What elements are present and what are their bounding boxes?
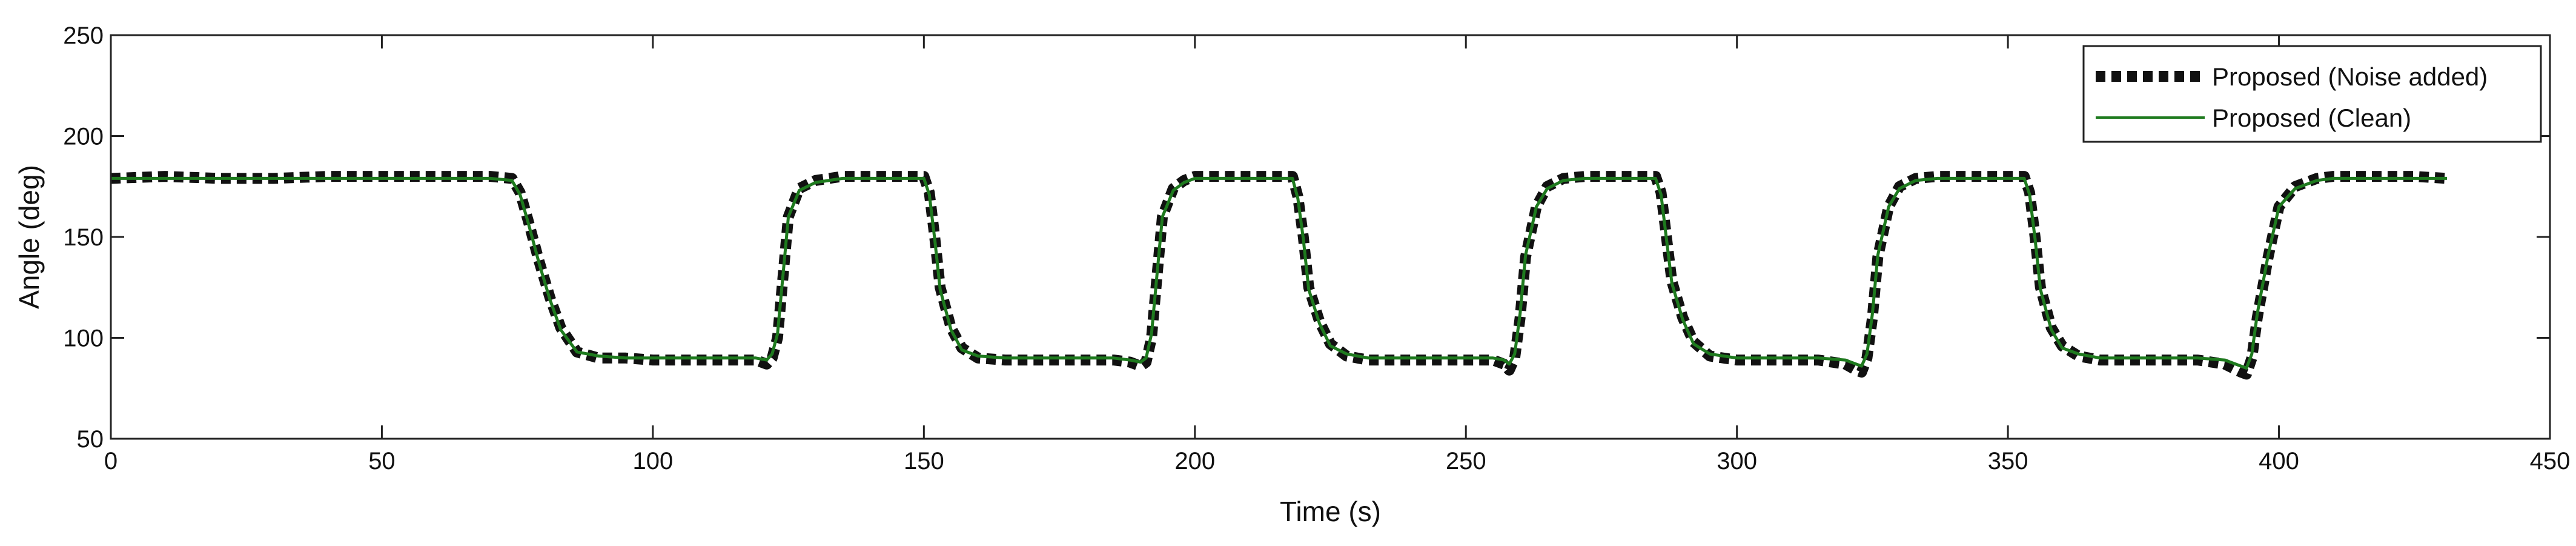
x-tick-label: 250 xyxy=(1446,448,1486,474)
legend-label-clean: Proposed (Clean) xyxy=(2212,104,2411,132)
plot-frame xyxy=(110,34,2551,440)
x-tick-label: 450 xyxy=(2530,448,2571,474)
y-tick-label: 250 xyxy=(63,22,104,49)
y-tick-label: 150 xyxy=(63,224,104,251)
x-tick-label: 150 xyxy=(904,448,944,474)
x-tick-label: 0 xyxy=(104,448,118,474)
legend-box xyxy=(2082,45,2542,143)
x-tick-label: 100 xyxy=(633,448,674,474)
x-tick-label: 50 xyxy=(368,448,396,474)
x-axis-label: Time (s) xyxy=(1280,496,1381,527)
x-tick-label: 300 xyxy=(1717,448,1757,474)
series-layer xyxy=(110,171,2448,380)
x-tick-label: 400 xyxy=(2259,448,2299,474)
axis-ticks: 0 50 100 150 200 250 300 350 400 4505010015020025… xyxy=(63,22,2570,474)
x-tick-label: 200 xyxy=(1174,448,1215,474)
y-tick-label: 200 xyxy=(63,124,104,150)
y-axis-label: Angle (deg) xyxy=(13,165,45,309)
series-noise-added-line xyxy=(110,171,2448,380)
y-tick-label: 50 xyxy=(77,426,104,453)
legend: Proposed (Noise added) Proposed (Clean) xyxy=(2082,45,2542,143)
series-clean-line xyxy=(111,176,2447,370)
legend-label-noise: Proposed (Noise added) xyxy=(2212,62,2488,91)
y-tick-label: 100 xyxy=(63,325,104,352)
x-tick-label: 350 xyxy=(1988,448,2028,474)
